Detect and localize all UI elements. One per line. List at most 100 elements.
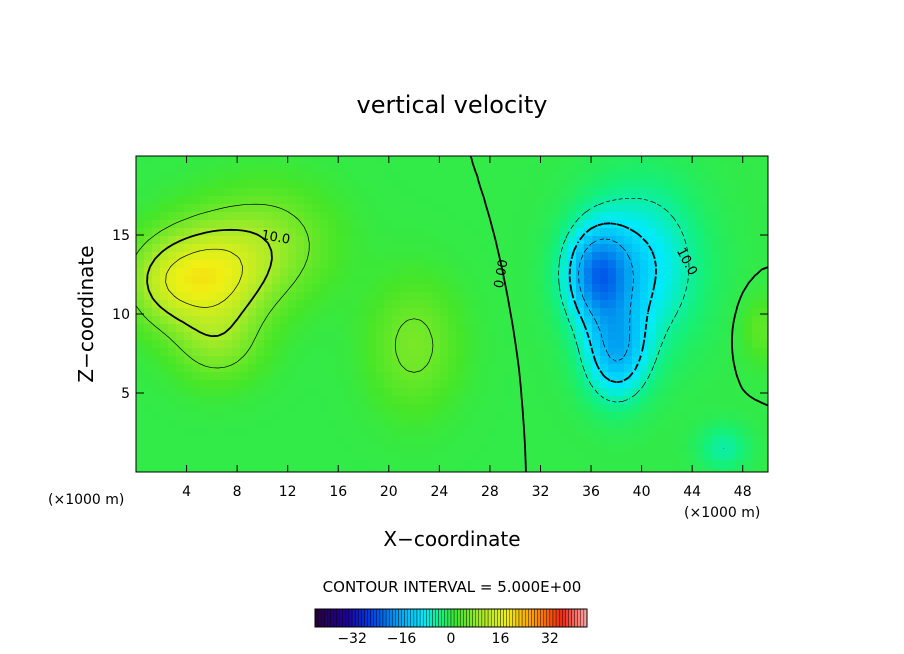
heatmap-cell [320,452,329,461]
heatmap-cell [320,196,329,205]
heatmap-cell [136,156,145,165]
heatmap-cell [488,180,497,189]
heatmap-cell [352,428,361,437]
heatmap-cell [344,180,353,189]
heatmap-cell [544,188,553,197]
heatmap-cell [576,356,585,365]
heatmap-cell [496,364,505,373]
heatmap-cell [656,236,665,245]
heatmap-cell [280,340,289,349]
heatmap-cell [176,252,185,261]
heatmap-cell [736,316,745,325]
heatmap-cell [720,332,729,341]
heatmap-cell [360,460,369,469]
heatmap-cell [320,228,329,237]
heatmap-cell [248,348,257,357]
heatmap-cell [536,420,545,429]
heatmap-cell [640,276,649,285]
heatmap-cell [440,396,449,405]
heatmap-cell [664,396,673,405]
heatmap-cell [736,388,745,397]
heatmap-cell [424,156,433,165]
heatmap-cell [224,252,233,261]
heatmap-cell [320,340,329,349]
heatmap-cell [512,172,521,181]
heatmap-cell [576,252,585,261]
heatmap-cell [328,204,337,213]
heatmap-cell [456,404,465,413]
heatmap-cell [752,332,761,341]
heatmap-cell [592,268,601,277]
heatmap-cell [744,164,753,173]
heatmap-cell [656,188,665,197]
heatmap-cell [440,276,449,285]
heatmap-cell [256,308,265,317]
heatmap-cell [664,276,673,285]
heatmap-cell [720,460,729,469]
heatmap-cell [504,348,513,357]
heatmap-cell [176,468,185,472]
heatmap-cell [616,324,625,333]
heatmap-cell [520,396,529,405]
heatmap-cell [224,276,233,285]
colorbar-cell [361,608,365,628]
heatmap-cell [408,468,417,472]
heatmap-cell [488,212,497,221]
heatmap-cell [656,292,665,301]
heatmap-cell [472,164,481,173]
heatmap-cell [656,268,665,277]
heatmap-cell [656,308,665,317]
heatmap-cell [760,428,768,437]
heatmap-cell [608,332,617,341]
heatmap-cell [536,292,545,301]
heatmap-cell [320,244,329,253]
heatmap-cell [688,340,697,349]
heatmap-cell [168,316,177,325]
heatmap-cell [408,436,417,445]
heatmap-cell [336,244,345,253]
heatmap-cell [584,204,593,213]
heatmap-cell [624,460,633,469]
heatmap-cell [200,236,209,245]
heatmap-cell [520,260,529,269]
heatmap-cell [672,188,681,197]
heatmap-cell [136,220,145,229]
heatmap-cell [464,196,473,205]
heatmap-cell [248,156,257,165]
heatmap-cell [648,252,657,261]
heatmap-cell [168,244,177,253]
colorbar-cell [382,608,387,628]
heatmap-cell [712,252,721,261]
heatmap-cell [760,452,768,461]
heatmap-cell [176,196,185,205]
heatmap-cell [576,340,585,349]
heatmap-cell [200,180,209,189]
heatmap-cell [544,460,553,469]
heatmap-cell [344,380,353,389]
colorbar-cell [398,608,402,628]
heatmap-cell [440,380,449,389]
heatmap-cell [424,308,433,317]
heatmap-cell [536,172,545,181]
heatmap-cell [648,204,657,213]
colorbar-cell [456,608,461,628]
heatmap-cell [592,396,601,405]
heatmap-cell [480,300,489,309]
heatmap-cell [712,260,721,269]
heatmap-cell [664,452,673,461]
heatmap-cell [632,348,641,357]
heatmap-cell [672,252,681,261]
heatmap-cell [264,284,273,293]
heatmap-cell [240,468,249,472]
heatmap-cell [696,172,705,181]
heatmap-cell [584,260,593,269]
heatmap-cell [592,380,601,389]
heatmap-cell [136,188,145,197]
heatmap-cell [192,332,201,341]
heatmap-cell [496,444,505,453]
heatmap-cell [560,228,569,237]
heatmap-cell [232,252,241,261]
heatmap-cell [192,172,201,181]
heatmap-cell [248,300,257,309]
heatmap-cell [672,220,681,229]
